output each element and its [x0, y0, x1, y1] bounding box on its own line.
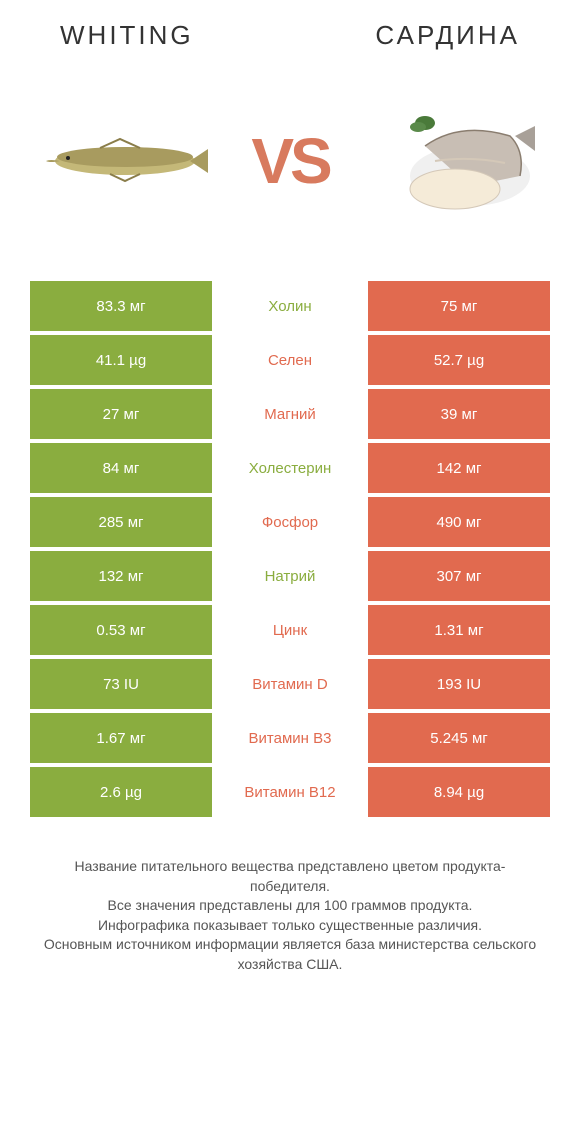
table-row: 84 мгХолестерин142 мг — [30, 443, 550, 493]
titles-row: WHITING САРДИНА — [30, 20, 550, 51]
images-row: VS — [30, 81, 550, 241]
cell-mid-label: Холестерин — [212, 443, 368, 493]
vs-badge: VS — [251, 124, 328, 198]
cell-mid-label: Цинк — [212, 605, 368, 655]
cell-left-value: 0.53 мг — [30, 605, 212, 655]
cell-right-value: 5.245 мг — [368, 713, 550, 763]
table-row: 285 мгФосфор490 мг — [30, 497, 550, 547]
cell-mid-label: Холин — [212, 281, 368, 331]
cell-mid-label: Витамин D — [212, 659, 368, 709]
footer-line: Название питательного вещества представл… — [40, 857, 540, 896]
table-row: 73 IUВитамин D193 IU — [30, 659, 550, 709]
cell-left-value: 27 мг — [30, 389, 212, 439]
whiting-image — [40, 101, 210, 221]
title-right: САРДИНА — [375, 20, 520, 51]
sardine-image — [370, 101, 540, 221]
cell-mid-label: Витамин B3 — [212, 713, 368, 763]
cell-left-value: 41.1 µg — [30, 335, 212, 385]
cell-right-value: 490 мг — [368, 497, 550, 547]
footer-line: Основным источником информации является … — [40, 935, 540, 974]
infographic-container: WHITING САРДИНА VS — [0, 0, 580, 1144]
title-left: WHITING — [60, 20, 194, 51]
comparison-table: 83.3 мгХолин75 мг41.1 µgСелен52.7 µg27 м… — [30, 281, 550, 817]
cell-left-value: 2.6 µg — [30, 767, 212, 817]
footer-line: Инфографика показывает только существенн… — [40, 916, 540, 936]
footer-text: Название питательного вещества представл… — [30, 857, 550, 975]
table-row: 0.53 мгЦинк1.31 мг — [30, 605, 550, 655]
sardine-icon — [370, 101, 540, 221]
cell-right-value: 75 мг — [368, 281, 550, 331]
cell-left-value: 285 мг — [30, 497, 212, 547]
cell-left-value: 132 мг — [30, 551, 212, 601]
cell-right-value: 1.31 мг — [368, 605, 550, 655]
cell-right-value: 52.7 µg — [368, 335, 550, 385]
cell-right-value: 39 мг — [368, 389, 550, 439]
table-row: 27 мгМагний39 мг — [30, 389, 550, 439]
cell-mid-label: Натрий — [212, 551, 368, 601]
table-row: 132 мгНатрий307 мг — [30, 551, 550, 601]
whiting-icon — [40, 101, 210, 221]
cell-mid-label: Фосфор — [212, 497, 368, 547]
cell-left-value: 1.67 мг — [30, 713, 212, 763]
cell-mid-label: Магний — [212, 389, 368, 439]
cell-left-value: 73 IU — [30, 659, 212, 709]
cell-mid-label: Витамин B12 — [212, 767, 368, 817]
table-row: 41.1 µgСелен52.7 µg — [30, 335, 550, 385]
cell-right-value: 142 мг — [368, 443, 550, 493]
cell-left-value: 84 мг — [30, 443, 212, 493]
table-row: 2.6 µgВитамин B128.94 µg — [30, 767, 550, 817]
cell-mid-label: Селен — [212, 335, 368, 385]
cell-right-value: 8.94 µg — [368, 767, 550, 817]
table-row: 83.3 мгХолин75 мг — [30, 281, 550, 331]
cell-right-value: 307 мг — [368, 551, 550, 601]
cell-left-value: 83.3 мг — [30, 281, 212, 331]
footer-line: Все значения представлены для 100 граммо… — [40, 896, 540, 916]
table-row: 1.67 мгВитамин B35.245 мг — [30, 713, 550, 763]
cell-right-value: 193 IU — [368, 659, 550, 709]
